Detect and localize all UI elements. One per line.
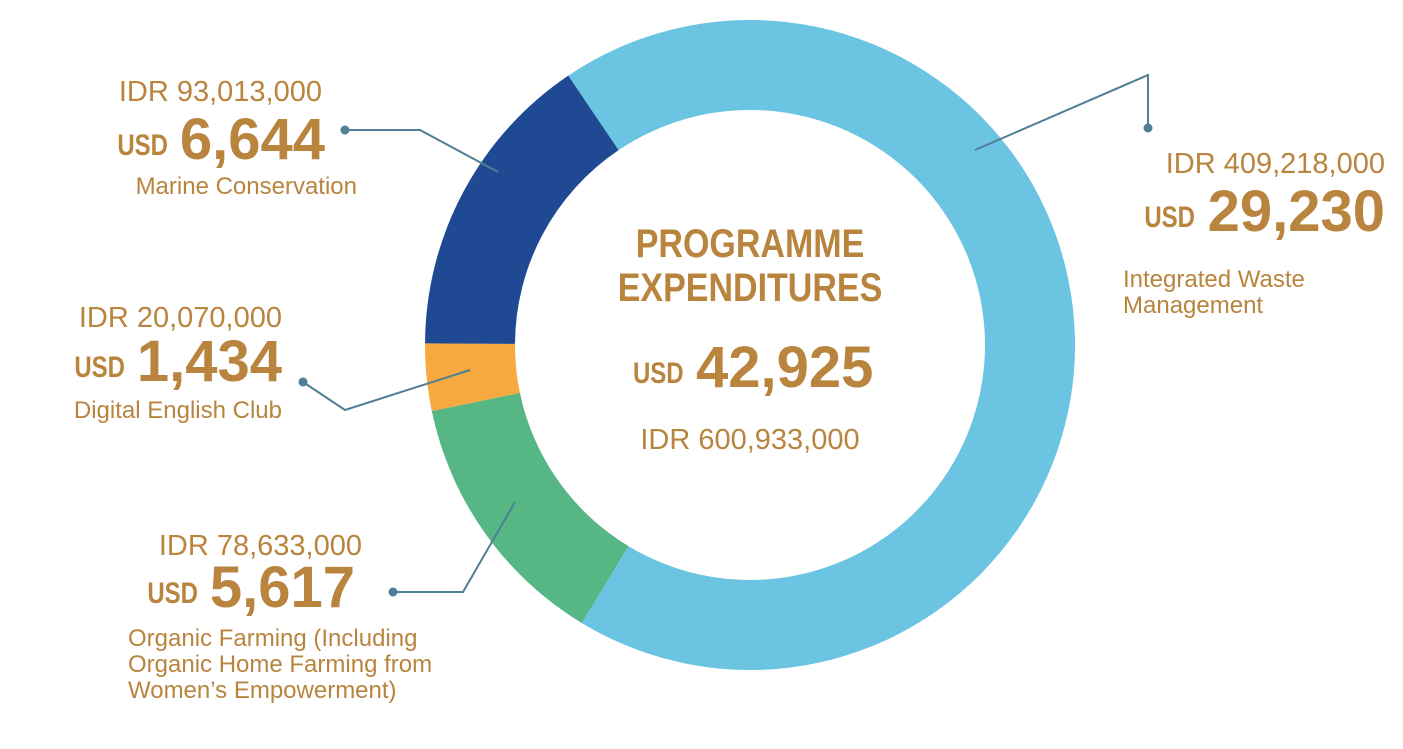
category-label: Digital English Club (73, 397, 282, 424)
category-label: Organic Farming (Including Organic Home … (128, 625, 433, 704)
leader-line (393, 501, 516, 593)
leader-dot (298, 377, 308, 387)
currency: USD (632, 357, 684, 390)
leader-dot (1143, 123, 1153, 133)
data-label: USD 5,617 (141, 555, 355, 624)
leader-dots (298, 123, 1153, 597)
chart-title: PROGRAMME EXPENDITURES (617, 222, 883, 310)
idr-label: IDR 409,218,000 (1165, 148, 1385, 180)
currency: USD (146, 577, 198, 610)
leader-dot (388, 587, 398, 597)
data-label: USD 29,230 (1138, 182, 1385, 248)
currency: USD (73, 351, 125, 384)
category-label: Integrated Waste Management (1123, 266, 1305, 319)
slice (425, 343, 520, 412)
value-label: 1,434 (136, 329, 282, 394)
slice (431, 392, 629, 624)
value-label: 29,230 (1207, 179, 1385, 244)
data-label: USD 1,434 (68, 329, 282, 398)
total-value: 42,925 (695, 335, 874, 400)
total: USD 42,925 (627, 335, 874, 404)
value-label: 6,644 (179, 107, 325, 172)
idr-label: IDR 93,013,000 (118, 76, 322, 108)
value-label: 5,617 (209, 555, 355, 620)
total-idr: IDR 600,933,000 (640, 424, 860, 456)
data-label: USD 6,644 (111, 107, 325, 176)
idr-label: IDR 78,633,000 (158, 530, 362, 562)
idr-label: IDR 20,070,000 (78, 302, 282, 334)
leader-line (974, 73, 1149, 151)
currency: USD (1144, 201, 1196, 234)
category-label: Marine Conservation (135, 173, 357, 200)
currency: USD (116, 129, 168, 162)
leader-line (345, 129, 499, 173)
slice (425, 75, 619, 344)
slice (568, 19, 1075, 670)
leader-dot (340, 125, 350, 135)
leader-line (302, 369, 471, 412)
leader-lines (302, 73, 1149, 593)
